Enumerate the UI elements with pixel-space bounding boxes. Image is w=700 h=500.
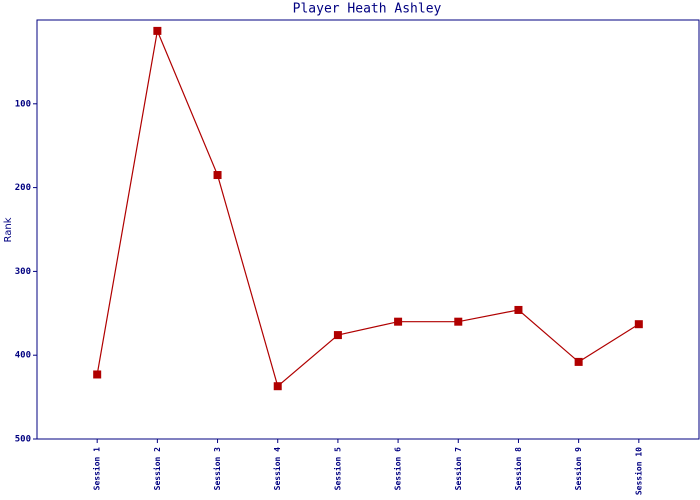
y-tick-label: 100 [15,99,31,109]
data-point [153,26,162,35]
plot-frame [36,19,700,440]
data-point [574,357,583,366]
y-tick-label: 400 [15,351,31,361]
x-tick-label: Session 6 [393,447,403,491]
data-line [96,28,640,388]
data-point [213,171,222,180]
data-point [273,382,282,391]
data-point [454,317,463,326]
y-axis-label: Rank [3,217,14,242]
x-tick-label: Session 2 [152,447,162,491]
x-tick-label: Session 3 [212,447,222,491]
chart-title: Player Heath Ashley [293,2,442,17]
x-tick-label: Session 1 [92,447,102,491]
data-point [514,305,523,314]
y-tick-label: 300 [15,267,31,277]
y-tick-label: 200 [15,183,31,193]
data-point [93,370,102,379]
x-tick-label: Session 10 [633,447,643,495]
x-tick-label: Session 7 [453,447,463,491]
y-tick-label: 500 [15,435,31,445]
data-point [634,320,643,329]
x-tick-label: Session 9 [573,447,583,491]
x-tick-label: Session 4 [272,447,282,491]
x-tick-label: Session 8 [513,447,523,491]
data-point [333,331,342,340]
data-point [394,317,403,326]
x-tick-label: Session 5 [332,447,342,491]
